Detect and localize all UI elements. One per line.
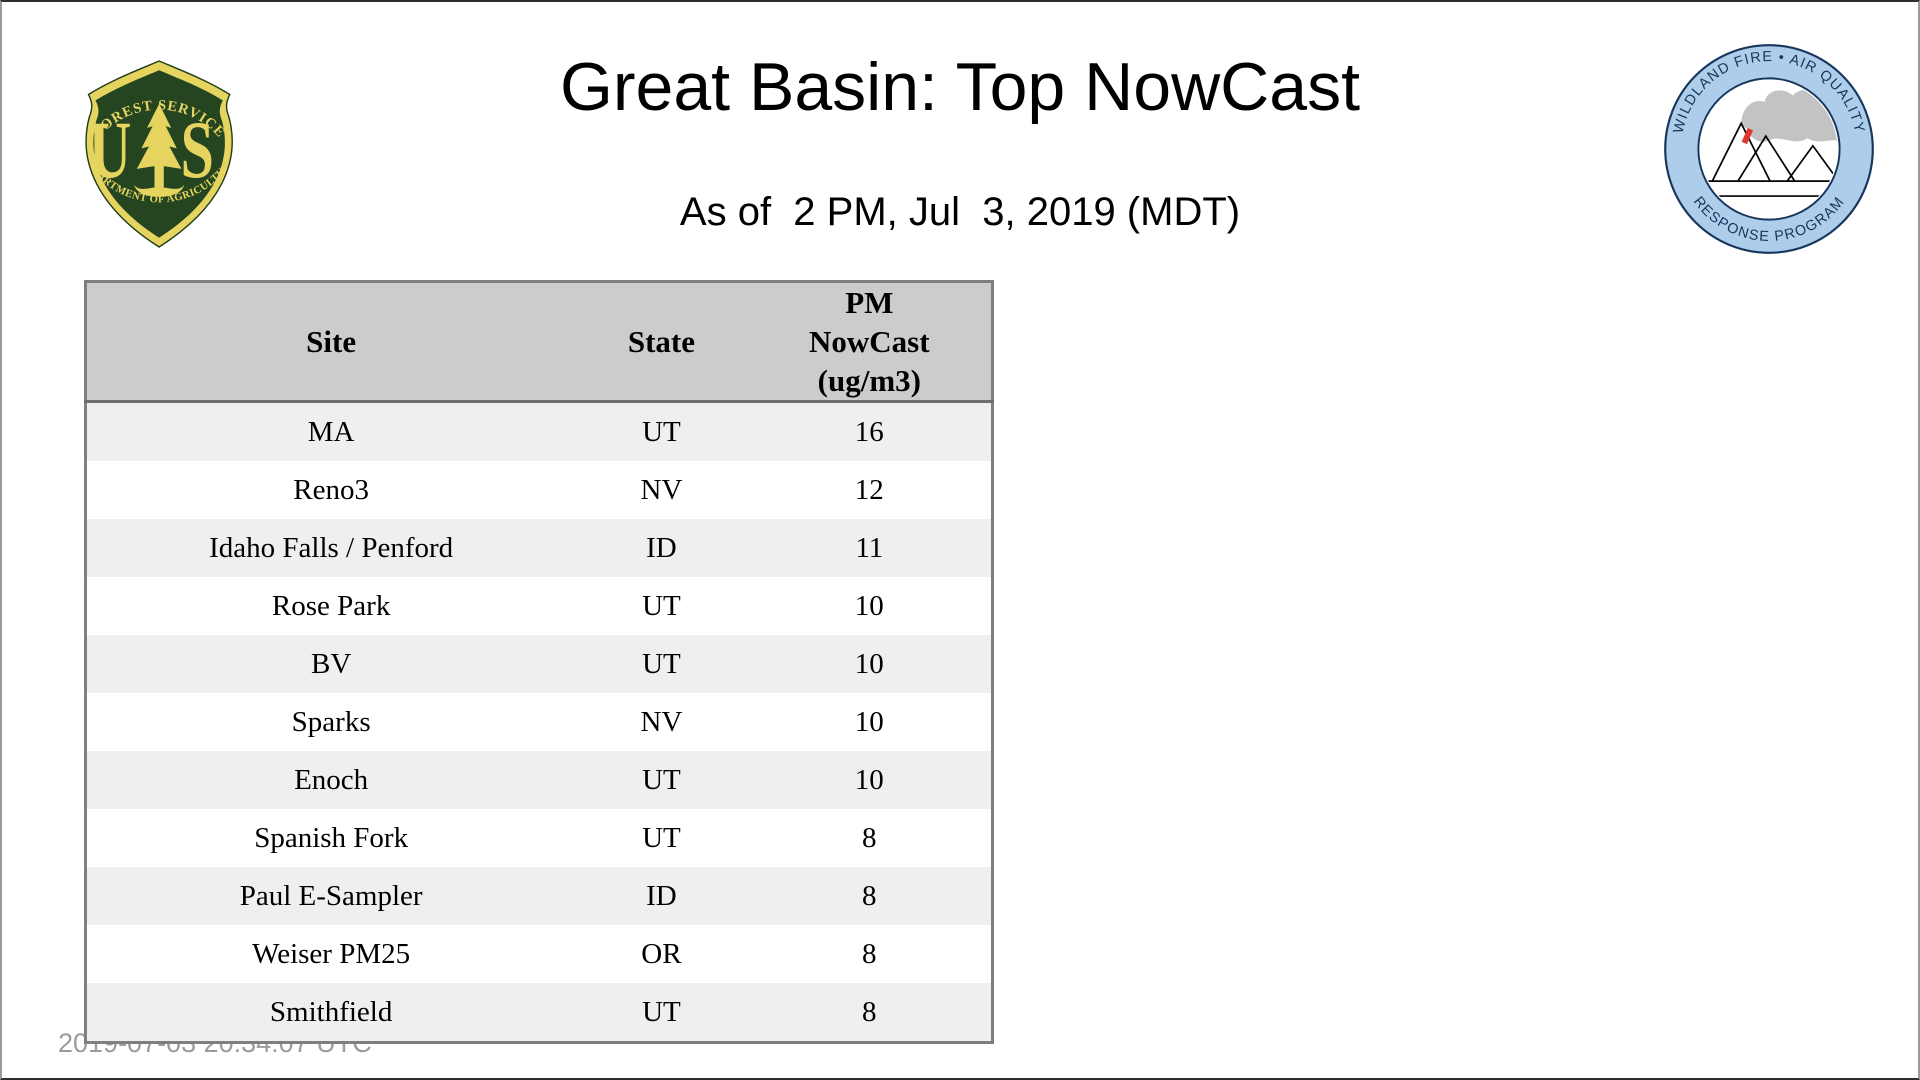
value-cell: 8	[862, 937, 877, 970]
value-cell: 8	[862, 821, 877, 854]
state-cell: UT	[642, 647, 681, 680]
table-row: Enoch UT 10	[85, 751, 993, 809]
site-cell: MA	[307, 415, 355, 448]
value-cell: 10	[854, 647, 884, 680]
nowcast-table-body: MA UT 16 Reno3 NV 12 Idaho Falls / Penford ID 11…	[85, 401, 993, 1043]
table-row: Sparks NV 10	[85, 693, 993, 751]
site-cell: BV	[310, 647, 352, 680]
wildland-fire-air-quality-logo: WILDLAND FIRE • AIR QUALITY RESPONSE PRO…	[1662, 42, 1876, 256]
table-row: Rose Park UT 10	[85, 577, 993, 635]
value-cell: 10	[854, 763, 884, 796]
state-cell: UT	[642, 763, 681, 796]
state-cell: NV	[640, 705, 683, 738]
state-cell: UT	[642, 995, 681, 1028]
pine-tree-icon	[134, 103, 185, 197]
smoke-plume-icon	[1741, 89, 1838, 145]
value-cell: 16	[854, 415, 884, 448]
air-quality-program-icon: WILDLAND FIRE • AIR QUALITY RESPONSE PRO…	[1664, 44, 1874, 254]
pm-header-line: NowCast	[809, 324, 930, 359]
value-cell: 8	[862, 879, 877, 912]
value-cell: 11	[855, 531, 884, 564]
site-cell: Smithfield	[269, 995, 393, 1028]
page-title: Great Basin: Top NowCast	[560, 49, 1360, 125]
pm-header-line: (ug/m3)	[817, 363, 921, 398]
state-cell: UT	[642, 821, 681, 854]
site-cell: Idaho Falls / Penford	[209, 531, 454, 564]
mountain-middle	[1737, 134, 1796, 182]
forest-service-shield-icon: FOREST SERVICE U S DEPARTMENT OF AGRICUL…	[64, 43, 233, 248]
table-row: Reno3 NV 12	[85, 461, 993, 519]
column-header-state: State	[575, 281, 748, 403]
mountain-right	[1786, 144, 1838, 182]
nowcast-table: Site State PM NowCast (ug/m3) MA UT 16 Reno…	[84, 280, 994, 1044]
state-cell: UT	[642, 415, 681, 448]
table-row: Idaho Falls / Penford ID 11	[85, 519, 993, 577]
site-cell: Rose Park	[271, 589, 391, 622]
mountain-left	[1711, 121, 1771, 182]
value-cell: 12	[854, 473, 884, 506]
state-cell: ID	[646, 531, 677, 564]
state-cell: OR	[641, 937, 682, 970]
fire-flag-icon	[1741, 128, 1754, 145]
shield-letter-u: U	[88, 104, 131, 195]
state-cell: UT	[642, 589, 681, 622]
site-cell: Spanish Fork	[254, 821, 409, 854]
as-of-timestamp: As of 2 PM, Jul 3, 2019 (MDT)	[679, 190, 1241, 234]
column-header-pm-nowcast: PM NowCast (ug/m3)	[747, 281, 993, 403]
site-cell: Weiser PM25	[252, 937, 411, 970]
nowcast-table-header: Site State PM NowCast (ug/m3)	[85, 281, 993, 403]
state-cell: NV	[640, 473, 683, 506]
table-row: BV UT 10	[85, 635, 993, 693]
table-row: Paul E-Sampler ID 8	[85, 867, 993, 925]
table-row: MA UT 16	[85, 401, 993, 461]
table-row: Smithfield UT 8	[85, 983, 993, 1043]
value-cell: 8	[862, 995, 877, 1028]
shield-letter-s: S	[181, 104, 214, 195]
value-cell: 10	[854, 589, 884, 622]
table-row: Weiser PM25 OR 8	[85, 925, 993, 983]
site-cell: Paul E-Sampler	[239, 879, 423, 912]
header-row: Site State PM NowCast (ug/m3)	[85, 281, 993, 403]
column-header-site: Site	[85, 281, 576, 403]
site-cell: Enoch	[294, 763, 369, 796]
table-row: Spanish Fork UT 8	[85, 809, 993, 867]
value-cell: 10	[854, 705, 884, 738]
site-cell: Reno3	[293, 473, 369, 506]
pm-header-line: PM	[845, 285, 894, 320]
forest-service-logo: FOREST SERVICE U S DEPARTMENT OF AGRICUL…	[64, 43, 254, 258]
state-cell: ID	[646, 879, 677, 912]
site-cell: Sparks	[291, 705, 371, 738]
